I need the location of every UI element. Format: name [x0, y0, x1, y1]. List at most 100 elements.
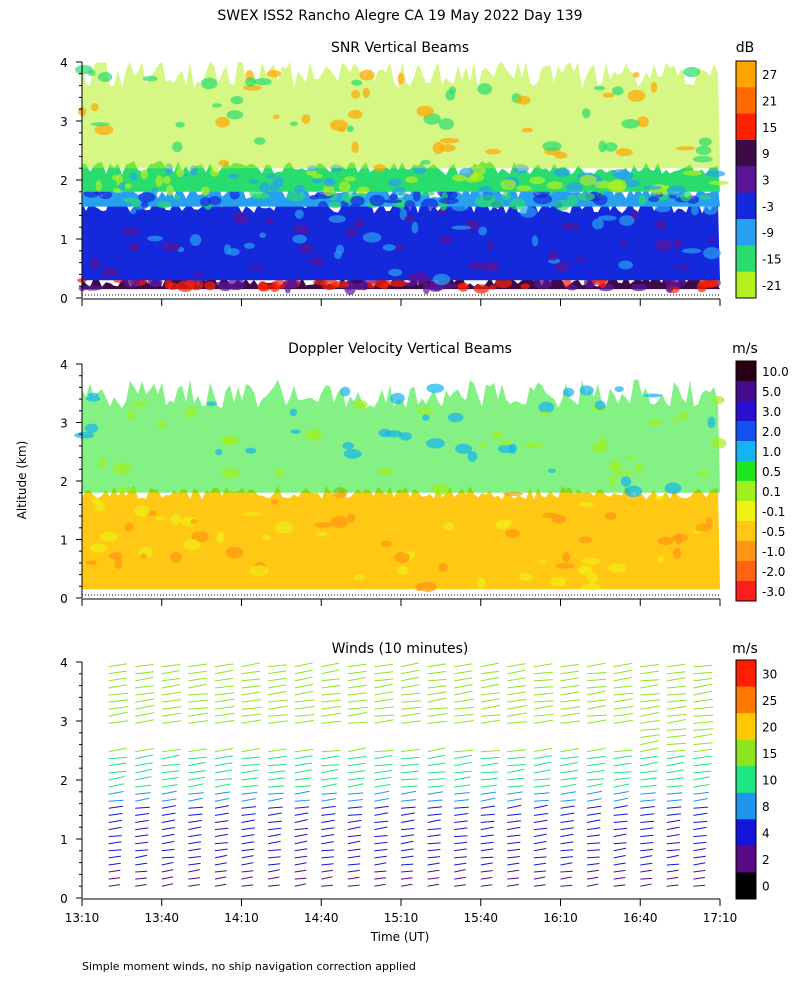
snr-texture — [637, 116, 649, 128]
wind-barb — [507, 685, 527, 689]
wind-barb — [400, 669, 420, 675]
wind-barb — [374, 855, 387, 859]
doppler-texture — [74, 431, 95, 439]
doppler-colorbar-label: 0.5 — [762, 465, 781, 479]
snr-texture — [257, 281, 268, 292]
wind-barb — [268, 763, 287, 767]
snr-texture — [344, 176, 356, 182]
snr-texture — [138, 192, 156, 203]
winds-colorbar-swatch — [736, 713, 756, 741]
snr-colorbar: 27 21 15 9 3 -3 -9 -15 -21 — [735, 60, 782, 299]
wind-barb — [241, 791, 258, 795]
doppler-texture — [495, 519, 510, 530]
snr-texture — [422, 282, 430, 295]
snr-texture — [310, 257, 324, 266]
wind-barb — [135, 797, 150, 802]
doppler-colorbar-swatch — [736, 361, 756, 382]
snr-colorbar-label: -15 — [762, 253, 782, 267]
wind-barb — [613, 749, 633, 753]
wind-barb — [533, 840, 547, 845]
wind-barb — [161, 805, 176, 809]
wind-barb — [188, 756, 207, 760]
wind-barb — [214, 783, 231, 788]
wind-barb — [161, 664, 181, 668]
doppler-colorbar-unit: m/s — [732, 341, 758, 357]
wind-barb — [294, 777, 312, 781]
wind-barb — [480, 797, 496, 802]
wind-barb — [374, 870, 387, 873]
doppler-colorbar-swatch — [736, 521, 756, 542]
wind-barb — [321, 798, 336, 802]
doppler-texture — [653, 495, 665, 501]
snr-texture — [554, 199, 570, 211]
doppler-texture — [114, 557, 123, 569]
wind-barb — [560, 812, 575, 816]
doppler-texture — [377, 468, 394, 476]
winds-title: Winds (10 minutes) — [332, 641, 469, 657]
snr-texture — [162, 242, 180, 252]
wind-barb — [214, 870, 227, 873]
wind-barb — [693, 763, 712, 767]
wind-barb — [427, 799, 443, 802]
snr-texture — [690, 204, 699, 216]
wind-barb — [294, 855, 308, 859]
wind-barb — [400, 756, 420, 760]
snr-texture — [542, 141, 562, 152]
winds-y-tick-label: 3 — [60, 715, 68, 729]
wind-barb — [480, 862, 493, 866]
wind-barb — [533, 769, 552, 774]
wind-barb — [560, 762, 578, 767]
wind-barb — [666, 834, 680, 838]
wind-barb — [268, 777, 285, 781]
doppler-y-tick-label: 3 — [60, 417, 68, 431]
wind-barb — [268, 820, 282, 823]
wind-barb — [640, 869, 653, 873]
wind-barb — [108, 855, 122, 859]
doppler-texture — [604, 512, 617, 520]
wind-barb — [480, 791, 497, 795]
wind-barb — [374, 714, 395, 717]
doppler-texture — [131, 401, 148, 407]
winds-colorbar-swatch — [736, 766, 756, 794]
doppler-texture — [447, 412, 464, 423]
wind-barb — [640, 719, 660, 724]
doppler-texture — [648, 419, 663, 426]
doppler-texture — [353, 574, 365, 581]
doppler-texture — [492, 430, 502, 440]
doppler-texture — [340, 386, 351, 397]
wind-barb — [135, 834, 149, 838]
wind-barb — [587, 685, 607, 689]
snr-texture — [654, 204, 671, 213]
doppler-texture — [592, 442, 608, 453]
wind-barb — [560, 777, 578, 781]
wind-barb — [693, 721, 714, 724]
wind-barb — [214, 876, 227, 880]
wind-barb — [108, 684, 128, 689]
snr-texture — [411, 221, 419, 234]
snr-texture — [166, 184, 174, 196]
snr-title: SNR Vertical Beams — [331, 40, 469, 56]
doppler-texture — [314, 522, 334, 528]
wind-barb — [321, 764, 340, 767]
snr-texture — [259, 182, 270, 193]
wind-barb — [480, 698, 500, 703]
wind-barb — [294, 669, 313, 675]
wind-barb — [188, 693, 208, 696]
wind-barb — [533, 686, 554, 689]
wind-barb — [507, 862, 520, 866]
wind-barb — [161, 833, 175, 838]
wind-barb — [321, 827, 335, 831]
wind-barb — [294, 883, 307, 887]
wind-barb — [108, 706, 129, 710]
wind-barb — [268, 677, 287, 682]
doppler-texture — [609, 475, 616, 487]
doppler-texture — [418, 581, 437, 592]
doppler-texture — [479, 442, 487, 448]
doppler-texture — [140, 553, 148, 559]
wind-barb — [188, 826, 202, 831]
wind-barb — [321, 712, 341, 717]
snr-colorbar-label: -3 — [762, 200, 774, 214]
doppler-texture — [85, 395, 101, 402]
snr-texture — [289, 121, 299, 127]
